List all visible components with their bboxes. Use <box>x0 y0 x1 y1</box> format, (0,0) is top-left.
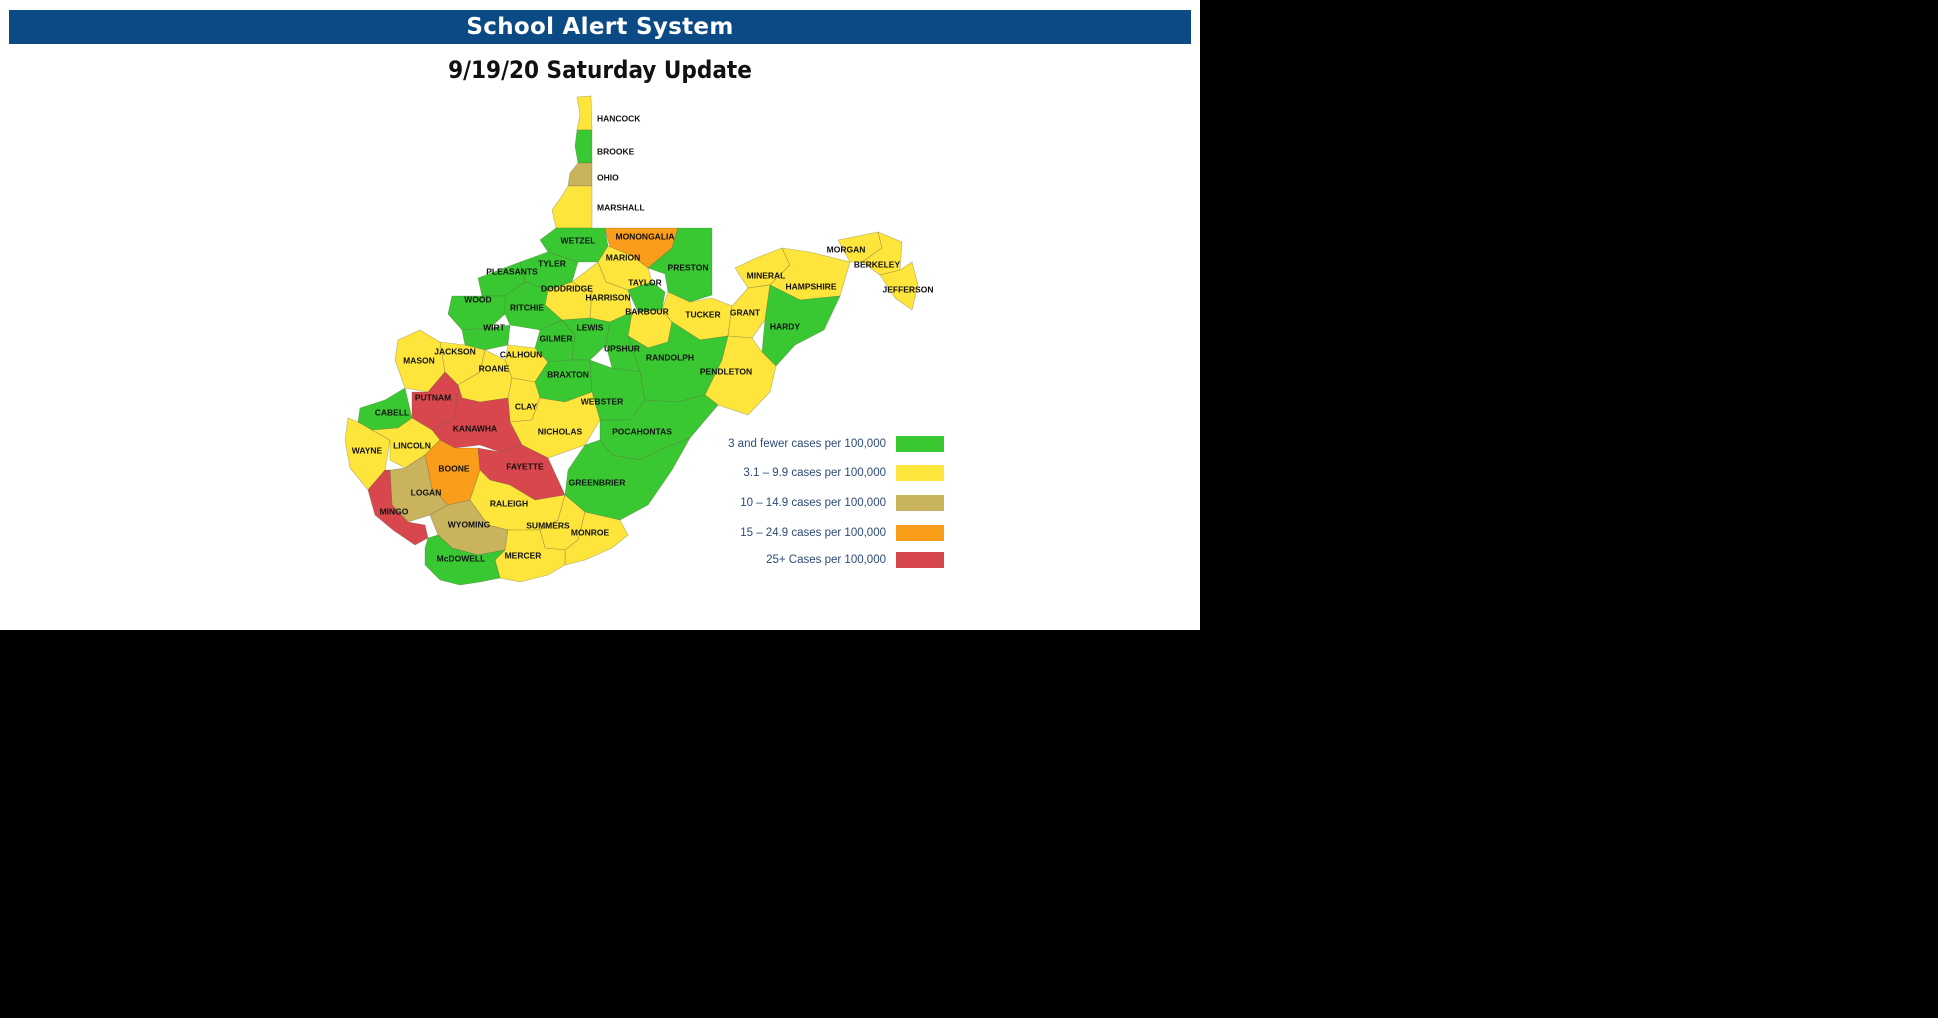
county-label-wood: WOOD <box>464 294 491 304</box>
county-label-ritchie: RITCHIE <box>510 302 544 312</box>
county-label-taylor: TAYLOR <box>628 277 662 287</box>
county-label-gilmer: GILMER <box>539 333 572 343</box>
legend-swatch <box>896 552 944 568</box>
banner-title: School Alert System <box>9 10 1191 44</box>
county-label-calhoun: CALHOUN <box>500 349 543 359</box>
county-label-jackson: JACKSON <box>434 346 476 356</box>
county-label-lincoln: LINCOLN <box>393 440 431 450</box>
county-label-wirt: WIRT <box>483 322 506 332</box>
county-ohio <box>567 162 593 187</box>
county-label-boone: BOONE <box>438 463 470 473</box>
county-label-fayette: FAYETTE <box>506 461 544 471</box>
county-label-mingo: MINGO <box>380 506 409 516</box>
county-label-wyoming: WYOMING <box>448 519 491 529</box>
county-label-randolph: RANDOLPH <box>646 352 694 362</box>
county-label-kanawha: KANAWHA <box>453 423 497 433</box>
county-label-roane: ROANE <box>479 363 510 373</box>
county-label-pleasants: PLEASANTS <box>486 266 538 276</box>
county-label-pendleton: PENDLETON <box>700 366 752 376</box>
graphic-panel: School Alert System 9/19/20 Saturday Upd… <box>0 0 1200 630</box>
county-lewis <box>561 317 611 361</box>
county-wood <box>447 295 509 331</box>
legend-swatch <box>896 525 944 541</box>
county-label-wayne: WAYNE <box>352 445 383 455</box>
county-label-tucker: TUCKER <box>685 309 720 319</box>
county-label-lewis: LEWIS <box>577 322 604 332</box>
county-label-braxton: BRAXTON <box>547 369 589 379</box>
county-brooke <box>574 129 593 164</box>
county-label-preston: PRESTON <box>668 262 709 272</box>
county-label-hancock: HANCOCK <box>597 113 641 123</box>
county-label-monongalia: MONONGALIA <box>615 231 674 241</box>
county-label-mason: MASON <box>403 355 435 365</box>
county-jefferson <box>879 261 919 311</box>
county-label-marion: MARION <box>606 252 640 262</box>
county-label-summers: SUMMERS <box>526 520 570 530</box>
legend-label: 3.1 – 9.9 cases per 100,000 <box>743 467 886 479</box>
county-label-logan: LOGAN <box>411 487 442 497</box>
wv-county-map: HANCOCK BROOKE OHIO MARSHALL WETZEL MONONGALI… <box>344 95 934 586</box>
county-label-cabell: CABELL <box>375 407 409 417</box>
legend-swatch <box>896 495 944 511</box>
county-label-webster: WEBSTER <box>581 396 624 406</box>
county-mercer <box>494 529 566 583</box>
county-marshall <box>551 185 593 229</box>
county-label-putnam: PUTNAM <box>415 392 451 402</box>
county-label-jefferson: JEFFERSON <box>882 284 933 294</box>
county-mingo <box>367 469 429 546</box>
legend-item: 3.1 – 9.9 cases per 100,000 <box>680 464 944 482</box>
county-monroe <box>564 511 629 566</box>
county-label-grant: GRANT <box>730 307 761 317</box>
county-wetzel <box>539 227 609 263</box>
county-label-hampshire: HAMPSHIRE <box>785 281 836 291</box>
county-label-barbour: BARBOUR <box>625 306 668 316</box>
county-label-morgan: MORGAN <box>827 244 866 254</box>
county-hardy <box>761 284 841 367</box>
county-label-tyler: TYLER <box>538 258 566 268</box>
legend-label: 15 – 24.9 cases per 100,000 <box>740 527 886 539</box>
legend-swatch <box>896 436 944 452</box>
county-label-berkeley: BERKELEY <box>854 259 901 269</box>
county-taylor <box>627 281 666 313</box>
county-label-harrison: HARRISON <box>585 292 630 302</box>
county-label-raleigh: RALEIGH <box>490 498 528 508</box>
county-label-greenbrier: GREENBRIER <box>569 477 626 487</box>
update-subtitle: 9/19/20 Saturday Update <box>448 56 752 84</box>
legend-label: 3 and fewer cases per 100,000 <box>728 438 886 450</box>
legend-swatch <box>896 465 944 481</box>
county-label-marshall: MARSHALL <box>597 202 645 212</box>
county-label-pocahontas: POCAHONTAS <box>612 426 672 436</box>
legend-label: 25+ Cases per 100,000 <box>766 554 886 566</box>
legend-item: 15 – 24.9 cases per 100,000 <box>680 524 944 542</box>
county-label-mercer: MERCER <box>505 550 542 560</box>
legend-item: 10 – 14.9 cases per 100,000 <box>680 494 944 512</box>
county-label-monroe: MONROE <box>571 527 610 537</box>
county-label-wetzel: WETZEL <box>561 235 596 245</box>
county-label-mineral: MINERAL <box>747 270 786 280</box>
legend-item: 25+ Cases per 100,000 <box>680 551 944 569</box>
county-label-doddridge: DODDRIDGE <box>541 283 593 293</box>
county-hancock <box>576 95 593 131</box>
county-label-brooke: BROOKE <box>597 146 635 156</box>
county-label-nicholas: NICHOLAS <box>538 426 583 436</box>
legend-item: 3 and fewer cases per 100,000 <box>680 435 944 453</box>
county-label-hardy: HARDY <box>770 321 801 331</box>
county-mcdowell <box>424 534 506 586</box>
county-label-ohio: OHIO <box>597 172 619 182</box>
county-label-clay: CLAY <box>515 401 538 411</box>
county-label-mcdowell: McDOWELL <box>437 553 486 563</box>
county-label-upshur: UPSHUR <box>604 343 640 353</box>
legend-label: 10 – 14.9 cases per 100,000 <box>740 497 886 509</box>
